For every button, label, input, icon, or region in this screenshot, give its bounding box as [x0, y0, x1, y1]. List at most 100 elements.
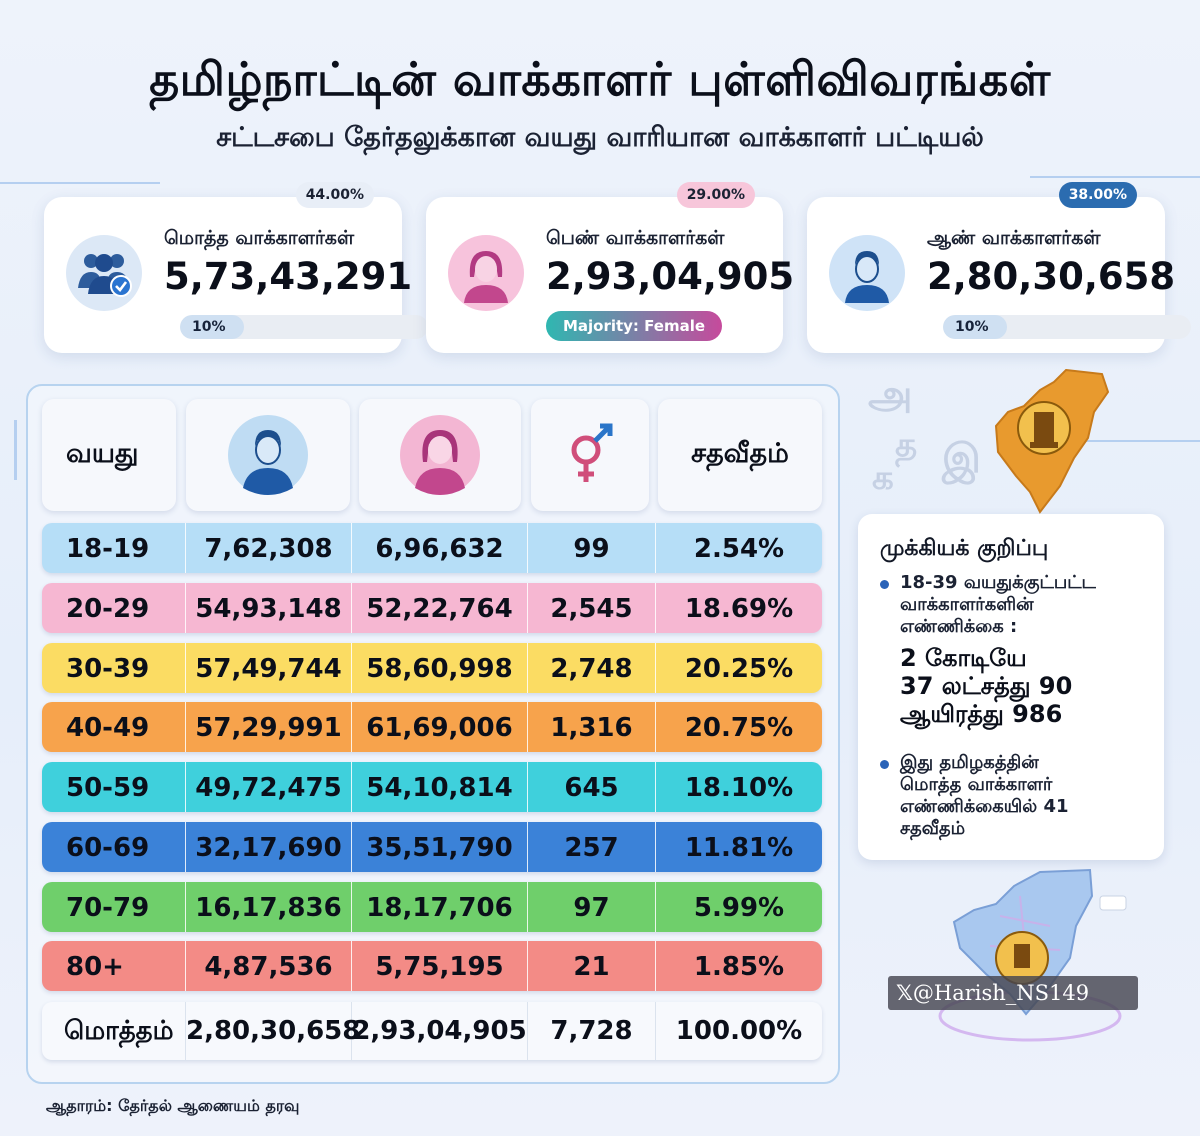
row-percent: 20.75%	[684, 713, 794, 743]
row-third: 97	[528, 882, 656, 932]
row-third: 257	[528, 822, 656, 872]
male-voters-value: 2,80,30,658	[927, 255, 1176, 298]
page-title: தமிழ்நாட்டின் வாக்காளர் புள்ளிவிவரங்கள்	[149, 52, 1051, 106]
total-voters-progress: 10%	[180, 315, 428, 339]
male-avatar-icon	[228, 415, 308, 495]
note-point1-big1: 2 கோடியே	[900, 644, 1027, 672]
decor-letter: இ	[942, 436, 981, 482]
female-avatar-icon	[448, 235, 524, 311]
male-voters-progress-fill: 10%	[943, 315, 1007, 339]
row-female: 6,96,632	[352, 523, 528, 573]
table-row: 70-79 16,17,836 18,17,706 97 5.99%	[42, 882, 822, 932]
total-row: மொத்தம் 2,80,30,658 2,93,04,905 7,728 10…	[42, 1002, 822, 1060]
row-third: 21	[528, 941, 656, 991]
page-subtitle: சட்டசபை தேர்தலுக்கான வயது வாரியான வாக்கா…	[216, 122, 984, 153]
total-male: 2,80,30,658	[186, 1002, 360, 1060]
male-header	[186, 399, 350, 511]
female-voters-card: 29.00% பெண் வாக்காளர்கள் 2,93,04,905 Maj…	[426, 182, 794, 353]
female-avatar-icon	[400, 415, 480, 495]
table-row: 30-39 57,49,744 58,60,998 2,748 20.25%	[42, 643, 822, 693]
row-age: 60-69	[42, 822, 186, 872]
total-percent: 100.00%	[675, 1016, 803, 1046]
row-female: 54,10,814	[352, 762, 528, 812]
row-male: 16,17,836	[186, 882, 352, 932]
row-age: 40-49	[42, 702, 186, 752]
bullet-dot	[880, 756, 892, 768]
row-third: 1,316	[528, 702, 656, 752]
row-third: 99	[528, 523, 656, 573]
row-age: 80+	[42, 941, 186, 991]
note-point1-line2: வாக்காளர்களின்	[900, 594, 1034, 615]
male-voters-progress: 10%	[943, 315, 1191, 339]
decor-letter: க	[872, 458, 894, 498]
row-male: 57,49,744	[186, 643, 352, 693]
male-voters-label: ஆண் வாக்காளர்கள்	[927, 227, 1101, 249]
row-age: 70-79	[42, 882, 186, 932]
table-row: 60-69 32,17,690 35,51,790 257 11.81%	[42, 822, 822, 872]
row-percent: 2.54%	[693, 534, 785, 564]
row-third: 2,748	[528, 643, 656, 693]
row-male: 32,17,690	[186, 822, 352, 872]
female-voters-label: பெண் வாக்காளர்கள்	[546, 227, 725, 249]
note-point1-line3: எண்ணிக்கை :	[900, 616, 1018, 637]
male-avatar-icon	[829, 235, 905, 311]
row-male: 49,72,475	[186, 762, 352, 812]
key-note-card: முக்கியக் குறிப்பு 18-39 வயதுக்குட்பட்ட …	[858, 514, 1164, 860]
row-age: 18-19	[42, 523, 186, 573]
row-third: 2,545	[528, 583, 656, 633]
watermark-handle: 𝕏@Harish_NS149	[888, 976, 1138, 1010]
decor-line	[1060, 440, 1200, 442]
row-male: 54,93,148	[186, 583, 352, 633]
male-voters-card: 38.00% ஆண் வாக்காளர்கள் 2,80,30,658 10%	[807, 182, 1191, 353]
total-third: 7,728	[528, 1002, 656, 1060]
row-percent: 18.10%	[684, 773, 794, 803]
decor-letter: அ	[868, 372, 913, 418]
total-voters-progress-fill: 10%	[180, 315, 244, 339]
row-male: 4,87,536	[186, 941, 352, 991]
row-percent: 11.81%	[684, 833, 794, 863]
tamil-nadu-map-icon	[994, 368, 1110, 514]
row-female: 61,69,006	[352, 702, 528, 752]
row-female: 18,17,706	[352, 882, 528, 932]
note-point2-line4: சதவீதம்	[900, 818, 966, 839]
gender-symbol-icon	[571, 423, 613, 482]
note-point1-line1: 18-39 வயதுக்குட்பட்ட	[900, 572, 1096, 593]
decor-line	[14, 420, 17, 480]
row-female: 58,60,998	[352, 643, 528, 693]
total-voters-value: 5,73,43,291	[164, 255, 413, 298]
percent-header: சதவீதம்	[658, 399, 822, 511]
female-voters-badge: 29.00%	[676, 182, 755, 208]
table-row: 18-19 7,62,308 6,96,632 99 2.54%	[42, 523, 822, 573]
total-age: மொத்தம்	[42, 1002, 186, 1060]
row-age: 30-39	[42, 643, 186, 693]
note-point2-line3: எண்ணிக்கையில் 41	[900, 796, 1069, 817]
female-header	[359, 399, 521, 511]
row-male: 57,29,991	[186, 702, 352, 752]
row-age: 50-59	[42, 762, 186, 812]
total-female: 2,93,04,905	[352, 1002, 528, 1060]
row-percent: 1.85%	[693, 952, 785, 982]
watermark-text: @Harish_NS149	[912, 981, 1090, 1005]
users-check-icon	[66, 235, 142, 311]
row-male: 7,62,308	[186, 523, 352, 573]
note-point1-big2: 37 லட்சத்து 90	[900, 672, 1073, 700]
district-map-icon	[938, 868, 1127, 1042]
table-row: 80+ 4,87,536 5,75,195 21 1.85%	[42, 941, 822, 991]
total-voters-badge: 44.00%	[295, 182, 374, 208]
bullet-dot	[880, 576, 892, 588]
male-voters-badge: 38.00%	[1058, 182, 1137, 208]
female-voters-value: 2,93,04,905	[546, 255, 795, 298]
decor-line	[1030, 176, 1200, 178]
total-voters-label: மொத்த வாக்காளர்கள்	[164, 227, 355, 249]
row-female: 5,75,195	[352, 941, 528, 991]
note-point2-line1: இது தமிழகத்தின்	[900, 752, 1039, 773]
table-row: 40-49 57,29,991 61,69,006 1,316 20.75%	[42, 702, 822, 752]
majority-badge: Majority: Female	[546, 311, 722, 341]
decor-line	[0, 182, 160, 184]
row-percent: 18.69%	[684, 594, 794, 624]
row-percent: 20.25%	[684, 654, 794, 684]
age-header: வயது	[42, 399, 176, 511]
x-logo-icon: 𝕏	[896, 981, 913, 1005]
table-row: 20-29 54,93,148 52,22,764 2,545 18.69%	[42, 583, 822, 633]
row-age: 20-29	[42, 583, 186, 633]
